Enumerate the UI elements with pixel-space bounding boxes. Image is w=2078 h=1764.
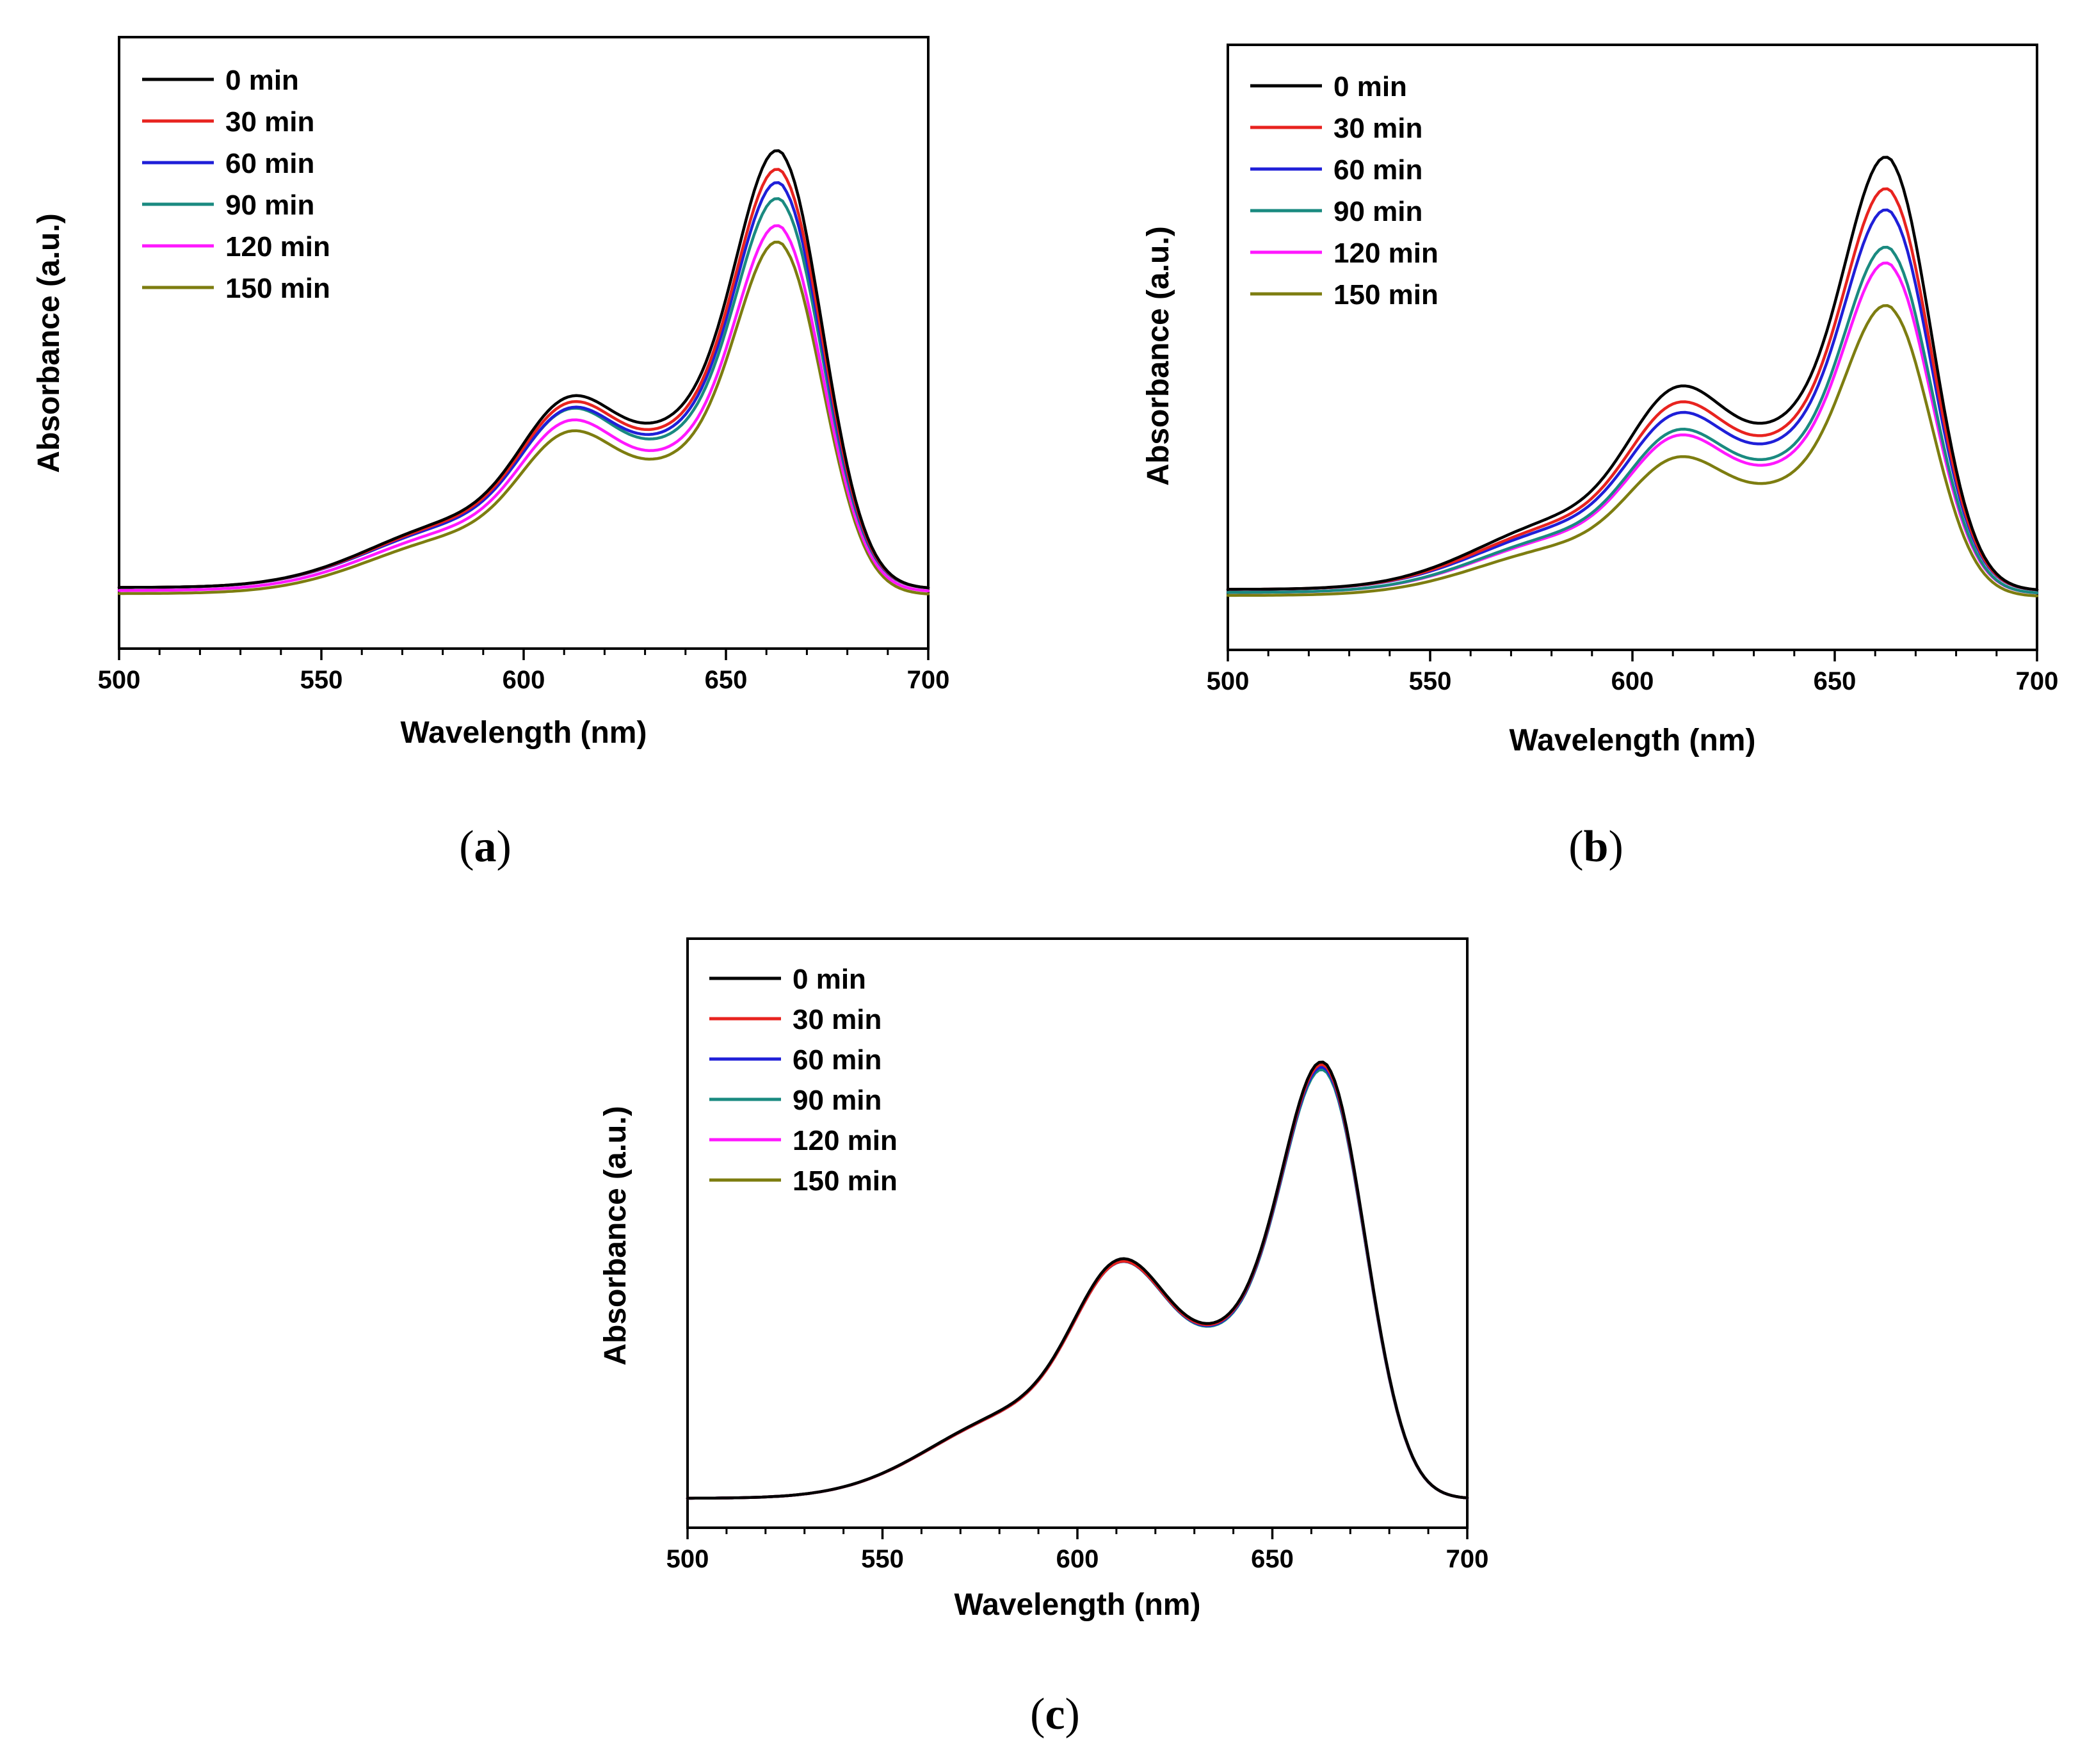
legend-a: 0 min 30 min 60 min 90 min 120 min 150 min: [142, 65, 330, 304]
x-tick-label-a-600: 600: [503, 666, 545, 694]
series-line-a-120-min: [117, 224, 930, 593]
legend-label-b-90-min: 90 min: [1333, 196, 1422, 227]
x-tick-label-b-600: 600: [1611, 667, 1654, 695]
legend-label-b-120-min: 120 min: [1333, 238, 1438, 269]
series-line-b-90-min: [1226, 245, 2039, 595]
legend-label-a-0-min: 0 min: [225, 65, 299, 96]
x-axis-title-b: Wavelength (nm): [1510, 724, 1756, 757]
legend-label-b-60-min: 60 min: [1333, 154, 1422, 186]
legend-c: 0 min 30 min 60 min 90 min 120 min 150 min: [709, 964, 898, 1197]
legend-label-b-0-min: 0 min: [1333, 71, 1407, 102]
panel-a: 500 550 600 650 700 0 min 30 min 60 min 90 min 1…: [32, 36, 950, 871]
major-ticks-b: 500 550 600 650 700: [1207, 650, 2059, 695]
minor-ticks-b: [1267, 650, 1998, 656]
legend-label-c-150-min: 150 min: [793, 1165, 898, 1197]
minor-ticks-c: [725, 1528, 1430, 1534]
x-tick-label-a-550: 550: [300, 666, 343, 694]
legend-label-c-30-min: 30 min: [793, 1004, 882, 1035]
panel-label-a: (a): [459, 822, 511, 871]
legend-b: 0 min 30 min 60 min 90 min 120 min 150 min: [1250, 71, 1438, 311]
x-tick-label-a-700: 700: [907, 666, 950, 694]
major-ticks-c: 500 550 600 650 700: [666, 1528, 1489, 1573]
y-axis-title-c: Absorbance (a.u.): [599, 1106, 632, 1365]
x-tick-label-b-700: 700: [2016, 667, 2059, 695]
legend-label-c-0-min: 0 min: [793, 964, 866, 995]
legend-label-b-30-min: 30 min: [1333, 113, 1422, 144]
curves-c: [686, 1060, 1469, 1500]
x-tick-label-c-550: 550: [861, 1545, 904, 1573]
series-line-a-0-min: [117, 149, 930, 590]
legend-label-a-30-min: 30 min: [225, 106, 314, 138]
x-tick-label-c-650: 650: [1251, 1545, 1294, 1573]
x-tick-label-b-500: 500: [1207, 667, 1250, 695]
legend-label-a-90-min: 90 min: [225, 190, 314, 221]
legend-label-a-150-min: 150 min: [225, 273, 330, 304]
panel-c: 500 550 600 650 700 0 min 30 min 60 min 90 min 1…: [599, 937, 1489, 1739]
series-line-a-150-min: [117, 240, 930, 595]
panel-b: 500 550 600 650 700 0 min 30 min 60 min 90 min 1…: [1141, 44, 2059, 871]
panel-label-b: (b): [1568, 822, 1623, 871]
legend-label-c-120-min: 120 min: [793, 1125, 898, 1156]
legend-label-b-150-min: 150 min: [1333, 279, 1438, 311]
y-axis-title-a: Absorbance (a.u.): [32, 213, 66, 473]
x-tick-label-b-650: 650: [1814, 667, 1857, 695]
x-axis-title-c: Wavelength (nm): [954, 1588, 1201, 1622]
x-tick-label-c-700: 700: [1446, 1545, 1489, 1573]
y-axis-title-b: Absorbance (a.u.): [1141, 226, 1175, 485]
panel-letter-a: a: [474, 822, 497, 871]
series-line-c-0-min: [686, 1060, 1469, 1500]
legend-label-c-60-min: 60 min: [793, 1044, 882, 1076]
legend-label-c-90-min: 90 min: [793, 1085, 882, 1116]
x-tick-label-c-600: 600: [1056, 1545, 1099, 1573]
series-line-b-0-min: [1226, 156, 2039, 592]
panel-label-c: (c): [1030, 1690, 1080, 1739]
series-line-b-150-min: [1226, 303, 2039, 597]
x-tick-label-a-650: 650: [705, 666, 748, 694]
x-axis-title-a: Wavelength (nm): [401, 716, 647, 750]
panel-letter-b: b: [1584, 822, 1609, 871]
legend-label-a-60-min: 60 min: [225, 148, 314, 179]
minor-ticks-a: [158, 649, 889, 655]
x-tick-label-a-500: 500: [98, 666, 141, 694]
panel-letter-c: c: [1045, 1690, 1065, 1739]
legend-label-a-120-min: 120 min: [225, 231, 330, 263]
curves-a: [117, 149, 930, 595]
x-tick-label-c-500: 500: [666, 1545, 709, 1573]
curves-b: [1226, 156, 2039, 597]
major-ticks-a: 500 550 600 650 700: [98, 649, 950, 694]
x-tick-label-b-550: 550: [1409, 667, 1452, 695]
